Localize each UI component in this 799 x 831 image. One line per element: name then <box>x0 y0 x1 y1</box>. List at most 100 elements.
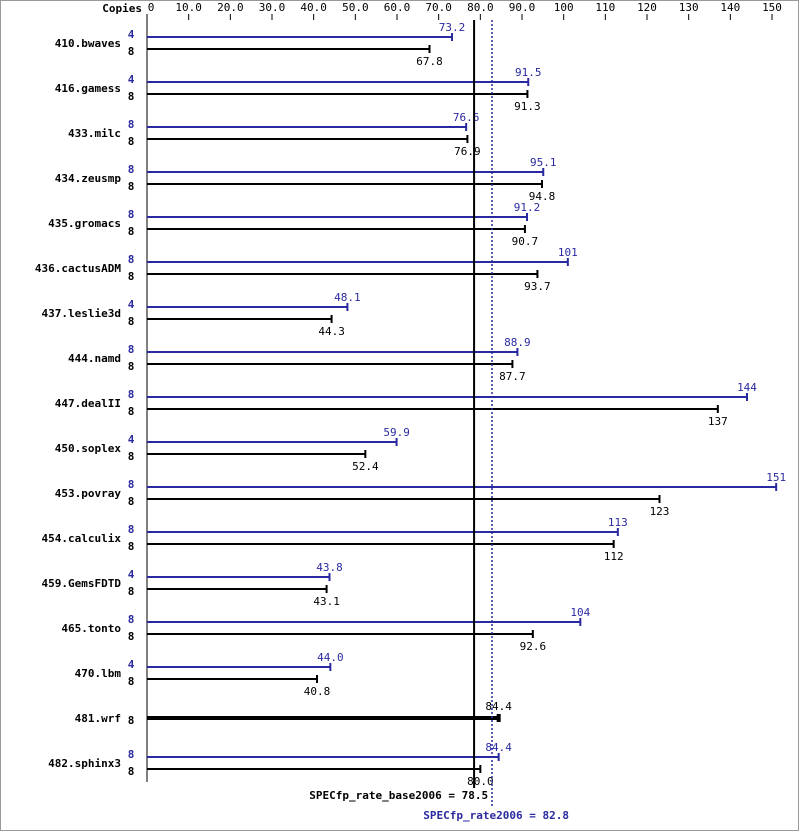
x-tick-label: 130 <box>679 1 699 14</box>
x-tick-label: 100 <box>554 1 574 14</box>
x-tick-label: 50.0 <box>342 1 369 14</box>
copies: 8 <box>128 450 135 463</box>
x-tick-label: 40.0 <box>300 1 327 14</box>
value-label: 151 <box>766 471 786 484</box>
bar <box>147 675 318 683</box>
bar <box>147 33 453 41</box>
copies: 8 <box>128 613 135 626</box>
copies: 4 <box>128 73 135 86</box>
bar <box>147 348 519 356</box>
bar <box>147 405 719 413</box>
copies: 8 <box>128 495 135 508</box>
benchmark-name: 436.cactusADM <box>35 262 121 275</box>
x-tick-label: 70.0 <box>425 1 452 14</box>
benchmark-name: 465.tonto <box>61 622 121 635</box>
bar <box>147 753 500 761</box>
value-label: 92.6 <box>520 640 547 653</box>
x-tick-label: 110 <box>595 1 615 14</box>
reference-label: SPECfp_rate2006 = 82.8 <box>423 809 569 822</box>
bar <box>147 393 748 401</box>
benchmark-name: 482.sphinx3 <box>48 757 121 770</box>
value-label: 104 <box>570 606 590 619</box>
benchmark-name: 416.gamess <box>55 82 121 95</box>
benchmark-name: 481.wrf <box>75 712 121 725</box>
bar <box>147 714 501 722</box>
value-label: 94.8 <box>529 190 556 203</box>
copies: 8 <box>128 208 135 221</box>
benchmark-name: 434.zeusmp <box>55 172 122 185</box>
benchmark-name: 450.soplex <box>55 442 122 455</box>
bar <box>147 45 431 53</box>
benchmark-name: 435.gromacs <box>48 217 121 230</box>
value-label: 43.1 <box>313 595 340 608</box>
value-label: 67.8 <box>416 55 443 68</box>
value-label: 144 <box>737 381 757 394</box>
copies: 8 <box>128 765 135 778</box>
copies: 8 <box>128 343 135 356</box>
copies: 8 <box>128 180 135 193</box>
copies: 4 <box>128 658 135 671</box>
bar <box>147 213 528 221</box>
x-tick-label: 80.0 <box>467 1 494 14</box>
copies: 8 <box>128 675 135 688</box>
x-tick-label: 20.0 <box>217 1 244 14</box>
value-label: 113 <box>608 516 628 529</box>
x-tick-label: 0 <box>148 1 155 14</box>
copies: 8 <box>128 253 135 266</box>
x-tick-label: 140 <box>720 1 740 14</box>
bar <box>147 765 482 773</box>
x-tick-label: 120 <box>637 1 657 14</box>
value-label: 91.3 <box>514 100 541 113</box>
value-label: 101 <box>558 246 578 259</box>
bar <box>147 78 530 86</box>
benchmark-name: 454.calculix <box>42 532 122 545</box>
copies: 8 <box>128 585 135 598</box>
x-tick-label: 30.0 <box>259 1 286 14</box>
copies: 4 <box>128 568 135 581</box>
bar <box>147 438 398 446</box>
value-label: 112 <box>604 550 624 563</box>
bar <box>147 168 545 176</box>
copies: 8 <box>128 360 135 373</box>
value-label: 91.5 <box>515 66 542 79</box>
value-label: 91.2 <box>514 201 541 214</box>
value-label: 87.7 <box>499 370 526 383</box>
copies: 8 <box>128 630 135 643</box>
copies: 4 <box>128 433 135 446</box>
value-label: 88.9 <box>504 336 531 349</box>
bar <box>147 225 526 233</box>
copies: 8 <box>128 118 135 131</box>
bar <box>147 630 534 638</box>
bar <box>147 180 543 188</box>
copies: 8 <box>128 714 135 727</box>
value-label: 44.3 <box>318 325 345 338</box>
bar <box>147 135 469 143</box>
bar <box>147 270 539 278</box>
bar <box>147 618 582 626</box>
x-tick-label: 60.0 <box>384 1 411 14</box>
value-label: 43.8 <box>316 561 343 574</box>
benchmark-name: 459.GemsFDTD <box>42 577 122 590</box>
x-tick-label: 150 <box>762 1 782 14</box>
bar <box>147 360 514 368</box>
bar <box>147 315 333 323</box>
value-label: 59.9 <box>383 426 410 439</box>
benchmark-name: 447.dealII <box>55 397 121 410</box>
copies: 8 <box>128 270 135 283</box>
value-label: 84.4 <box>485 700 512 713</box>
x-tick-label: 90.0 <box>509 1 536 14</box>
copies: 8 <box>128 45 135 58</box>
value-label: 76.6 <box>453 111 480 124</box>
bar <box>147 258 569 266</box>
bar <box>147 90 529 98</box>
copies: 8 <box>128 90 135 103</box>
reference-label: SPECfp_rate_base2006 = 78.5 <box>309 789 488 802</box>
copies: 8 <box>128 315 135 328</box>
copies: 8 <box>128 748 135 761</box>
copies: 8 <box>128 405 135 418</box>
value-label: 123 <box>650 505 670 518</box>
bar <box>147 540 615 548</box>
